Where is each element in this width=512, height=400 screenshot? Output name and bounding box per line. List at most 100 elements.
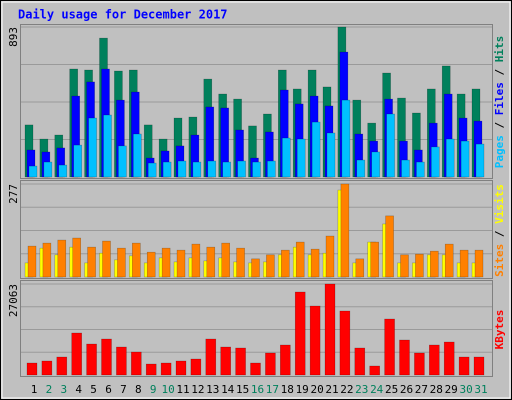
x-tick-label: 19 xyxy=(296,383,309,396)
legend-entry: Visits xyxy=(493,184,506,224)
bar xyxy=(369,365,380,376)
bar xyxy=(207,160,217,178)
bar xyxy=(252,161,261,178)
bar xyxy=(371,151,380,178)
x-tick-label: 17 xyxy=(266,383,279,396)
legend-entry: Sites xyxy=(493,244,506,277)
x-tick-label: 11 xyxy=(176,383,189,396)
legend-entry: KBytes xyxy=(493,310,506,350)
panel-frame xyxy=(20,280,493,377)
bar xyxy=(339,310,351,376)
x-tick-label: 8 xyxy=(135,383,142,396)
bar xyxy=(28,165,38,178)
bar xyxy=(282,137,291,178)
bar xyxy=(117,247,126,278)
bar xyxy=(133,133,142,178)
x-tick-label: 15 xyxy=(236,383,249,396)
bar xyxy=(340,183,350,278)
y-tick-label: 277 xyxy=(7,184,20,204)
x-tick-label: 13 xyxy=(206,383,219,396)
bar xyxy=(41,360,53,376)
bar xyxy=(370,241,379,278)
x-tick-label: 10 xyxy=(161,383,174,396)
x-tick-label: 20 xyxy=(310,383,323,396)
bar xyxy=(399,339,410,376)
bar xyxy=(237,160,246,178)
x-tick-label: 16 xyxy=(251,383,264,396)
x-tick-label: 18 xyxy=(281,383,294,396)
bar xyxy=(311,121,321,178)
bar xyxy=(460,140,470,178)
bar xyxy=(386,113,395,178)
legend-separator: / xyxy=(493,62,506,82)
bar xyxy=(162,161,172,178)
bar xyxy=(385,215,394,278)
bar xyxy=(294,291,306,376)
bar xyxy=(431,146,440,178)
bar xyxy=(26,362,38,376)
bar xyxy=(88,117,97,178)
legend-entry: Hits xyxy=(493,36,506,63)
bar xyxy=(57,239,67,278)
bar xyxy=(310,248,320,278)
legend: KBytes xyxy=(493,310,506,350)
bar xyxy=(27,245,37,278)
x-tick-label: 29 xyxy=(445,383,458,396)
x-tick-label: 31 xyxy=(474,383,487,396)
bar xyxy=(235,347,246,376)
bar xyxy=(220,346,231,376)
bar xyxy=(145,363,157,376)
bar xyxy=(473,356,485,376)
bar xyxy=(175,360,187,376)
x-tick-label: 6 xyxy=(105,383,112,396)
bar xyxy=(250,362,261,376)
bar xyxy=(280,344,291,376)
legend-entry: Pages xyxy=(493,135,506,168)
x-tick-label: 27 xyxy=(415,383,428,396)
bar xyxy=(72,237,81,278)
bar xyxy=(86,343,97,376)
bar xyxy=(176,249,186,278)
bar xyxy=(101,338,112,376)
bar xyxy=(295,241,305,278)
x-tick-label: 14 xyxy=(221,383,235,396)
bar xyxy=(400,254,409,278)
bar xyxy=(56,356,68,376)
bar xyxy=(475,143,485,178)
bar xyxy=(430,250,439,278)
y-tick-label: 27063 xyxy=(7,284,20,317)
legend: Sites / Visits xyxy=(493,184,506,277)
bar xyxy=(401,159,410,178)
bar xyxy=(341,99,351,178)
x-tick-label: 22 xyxy=(340,383,353,396)
x-tick-label: 26 xyxy=(400,383,413,396)
x-tick-label: 7 xyxy=(120,383,127,396)
bar xyxy=(191,243,201,278)
chart-title: Daily usage for December 2017 xyxy=(18,8,228,22)
bar xyxy=(251,258,260,278)
bar xyxy=(132,242,141,278)
bar xyxy=(474,249,484,278)
bar xyxy=(356,159,366,178)
bar xyxy=(221,242,230,278)
bar xyxy=(266,254,275,278)
legend-separator: / xyxy=(493,224,506,244)
bar xyxy=(326,132,336,178)
x-tick-label: 24 xyxy=(370,383,384,396)
bar xyxy=(160,362,172,376)
y-tick-label: 893 xyxy=(7,27,20,47)
bar xyxy=(192,161,202,178)
bar xyxy=(42,242,52,278)
bar xyxy=(309,305,321,376)
x-tick-label: 3 xyxy=(60,383,67,396)
bar xyxy=(429,344,440,376)
bar xyxy=(87,246,96,278)
bar xyxy=(58,164,68,178)
x-tick-label: 28 xyxy=(430,383,443,396)
x-tick-label: 4 xyxy=(75,383,82,396)
bar xyxy=(296,138,306,178)
bar xyxy=(103,114,112,178)
bar xyxy=(354,347,366,376)
